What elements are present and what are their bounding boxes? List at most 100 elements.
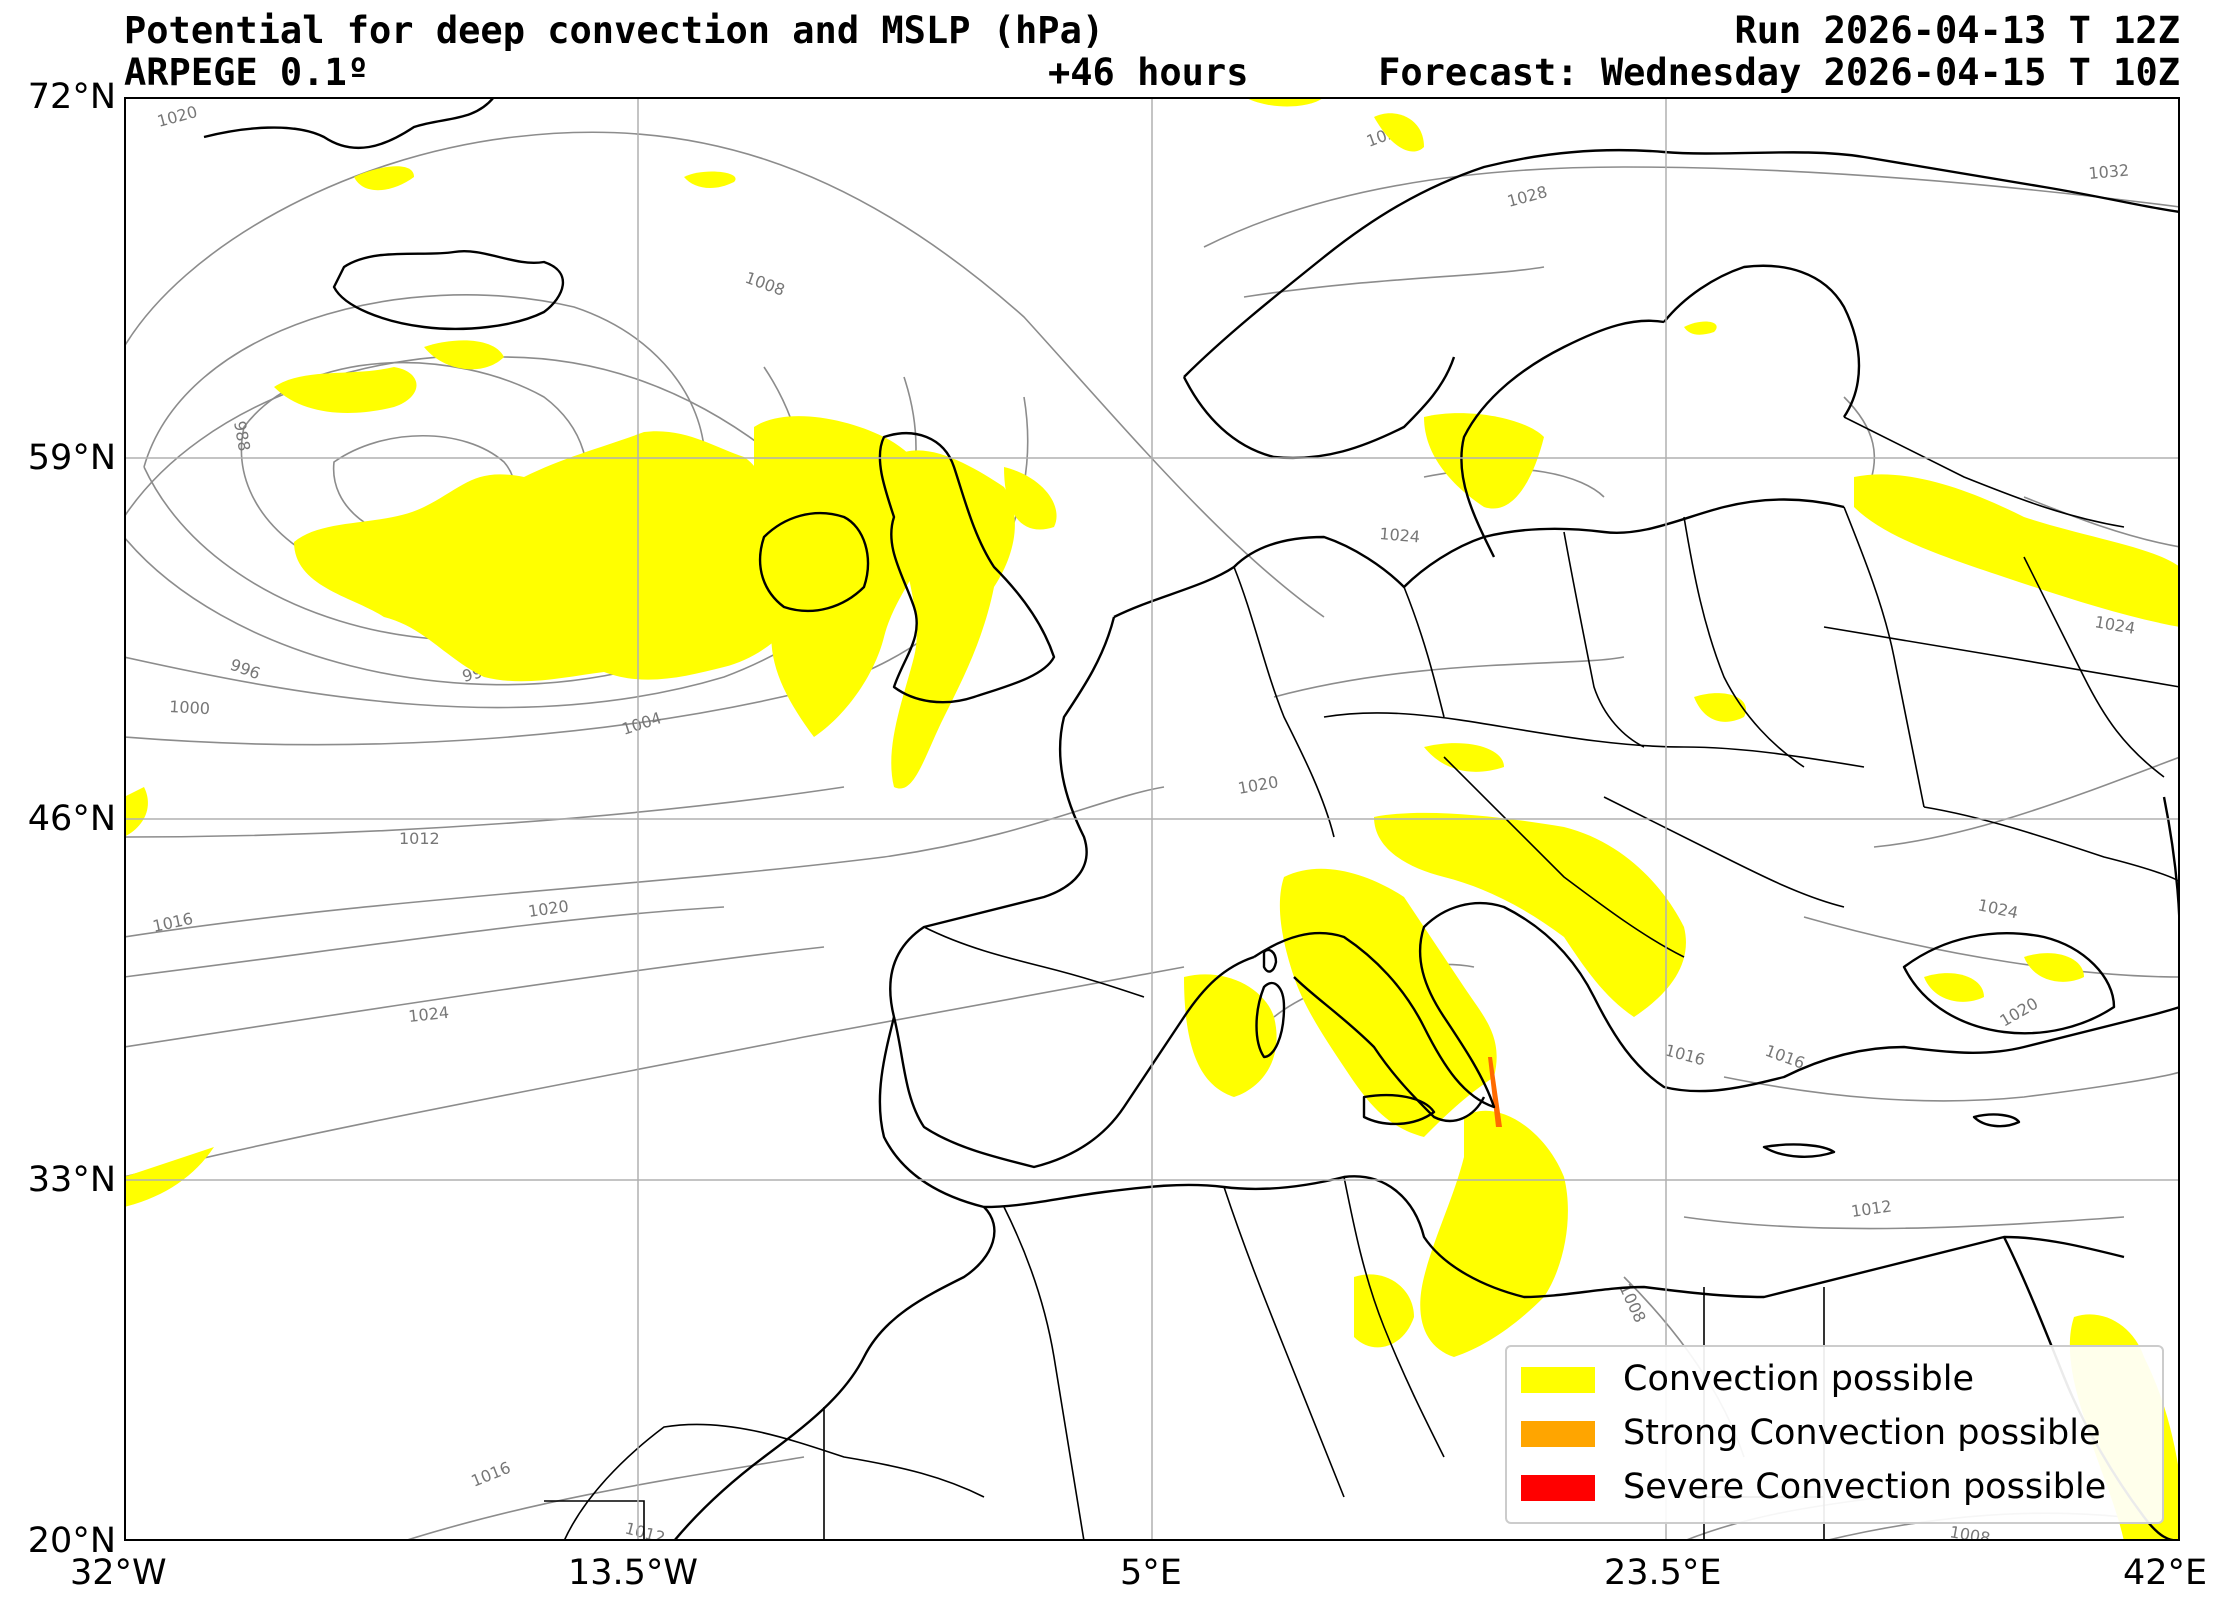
legend-swatch-severe (1521, 1475, 1595, 1501)
border-line (1843, 506, 1925, 808)
convection-area-atlantic (294, 431, 818, 682)
lat-tick-72n: 72°N (27, 77, 116, 117)
map-title: Potential for deep convection and MSLP (… (124, 9, 1105, 52)
border-line (544, 1500, 645, 1541)
coastline-north-sea-baltic (1113, 498, 1845, 619)
coastline-portugal (878, 1016, 985, 1209)
convection-area-italy (1279, 868, 1497, 1137)
lead-time: +46 hours (1048, 51, 1249, 94)
lon-tick-13-5w: 13.5°W (568, 1553, 699, 1593)
lat-tick-46n: 46°N (27, 799, 116, 839)
convection-area-britain-east (1004, 467, 1057, 530)
convection-area-scandinavia (1424, 413, 1544, 509)
gridlines (124, 97, 2180, 1541)
isobar-line (124, 786, 1165, 938)
isobar-line (124, 906, 725, 978)
lon-tick-23-5e: 23.5°E (1604, 1553, 1722, 1593)
border-line (1563, 531, 1645, 748)
isobar-label: 1024 (1379, 524, 1421, 546)
isobar-label: 1012 (399, 829, 440, 848)
run-time: Run 2026-04-13 T 12Z (1734, 9, 2180, 52)
border-line (1923, 806, 2180, 883)
coastline-greenland (203, 97, 495, 150)
legend-label-convection: Convection possible (1623, 1359, 1974, 1399)
isobar-line (124, 966, 1185, 1178)
isobar-line (124, 131, 1325, 618)
convection-area-denmark-strait (684, 171, 736, 189)
border-line (1843, 416, 2125, 528)
coastline-cyprus (1972, 1113, 2021, 1128)
convection-area-finland (1684, 321, 1717, 335)
isobar-label: 1000 (169, 697, 211, 718)
isobar-line (1873, 756, 2180, 848)
border-line (1343, 1176, 1445, 1458)
border-line (2023, 556, 2165, 778)
isobar-line (1803, 916, 2180, 978)
isobar-line (124, 946, 825, 1048)
lat-tick-59n: 59°N (27, 438, 116, 478)
isobar-line (1243, 266, 1545, 298)
convection-area-iceland (424, 340, 504, 370)
lat-tick-33n: 33°N (27, 1160, 116, 1200)
isobar-line (1273, 656, 1625, 698)
border-line (1003, 1206, 1085, 1541)
coastline-great-britain (878, 432, 1056, 704)
map-frame (124, 97, 2180, 1541)
isobar-line (124, 786, 845, 838)
coastline-mediterranean-north (1253, 901, 2180, 1109)
legend-swatch-convection (1521, 1367, 1595, 1393)
convection-area-russia (1854, 474, 2180, 627)
map-plot: 1020 1024 1028 1032 1008 988 988 992 996… (124, 97, 2180, 1541)
isobar-line (1723, 1071, 2180, 1102)
convection-area-arctic-99 (1264, 97, 1304, 106)
convection-area-turkey (1924, 973, 1984, 1002)
border-line (563, 1423, 985, 1541)
border-line (1223, 1186, 1345, 1498)
border-line (1683, 516, 1805, 768)
coastline-finland (1663, 264, 1861, 418)
isobar-label: 1024 (407, 1003, 449, 1026)
coastline-corsica (1262, 948, 1278, 973)
convection-area-turkey-east (2024, 953, 2084, 982)
forecast-time: Forecast: Wednesday 2026-04-15 T 10Z (1378, 51, 2180, 94)
convection-area-north-atlantic (274, 367, 417, 413)
convection-area-britain (891, 450, 1015, 789)
border-line (1603, 796, 1845, 908)
model-name: ARPEGE 0.1º (124, 51, 370, 94)
border-line (1403, 586, 1445, 718)
border-line (923, 926, 1145, 998)
legend-label-severe: Severe Convection possible (1623, 1467, 2107, 1507)
convection-area-alps (1424, 743, 1504, 772)
convection-area-barents (1374, 113, 1424, 152)
lon-tick-42e: 42°E (2123, 1553, 2208, 1593)
lon-tick-5e: 5°E (1120, 1553, 1182, 1593)
isobar-line (1683, 1216, 2125, 1230)
coastline-north-africa (983, 1175, 2125, 1299)
isobar-line (1203, 166, 2180, 248)
convection-area-ireland (754, 416, 937, 737)
strong-convection-area (1488, 1057, 1502, 1127)
lon-tick-32w: 32°W (70, 1553, 167, 1593)
convection-area-libya (1420, 1110, 1568, 1357)
convection-area-greenland (354, 166, 414, 191)
map-legend: Convection possible Strong Convection po… (1505, 1345, 2164, 1524)
coastline-italy (1293, 976, 1486, 1123)
border-line (1823, 626, 2180, 688)
coastline-france-iberia (889, 616, 1255, 1169)
border-line (1233, 566, 1335, 838)
coastline-crete (1762, 1143, 1836, 1158)
coastlines (203, 97, 2180, 1541)
border-line (1323, 712, 1865, 768)
convection-area-balkans (1374, 812, 1686, 1017)
legend-label-strong: Strong Convection possible (1623, 1413, 2101, 1453)
convection-area-sardinia (1184, 974, 1277, 1097)
isobar-label: 1032 (2088, 161, 2130, 183)
coastline-sweden (1460, 319, 1665, 558)
coastline-morocco (673, 1206, 996, 1541)
convection-area-canaries (124, 1147, 214, 1207)
isobar-label: 1008 (1948, 1522, 1991, 1541)
convection-area-carpathians (1694, 693, 1746, 722)
convection-area-tunisia (1354, 1274, 1414, 1348)
legend-swatch-strong (1521, 1421, 1595, 1447)
coastline-south-norway (1182, 356, 1456, 460)
